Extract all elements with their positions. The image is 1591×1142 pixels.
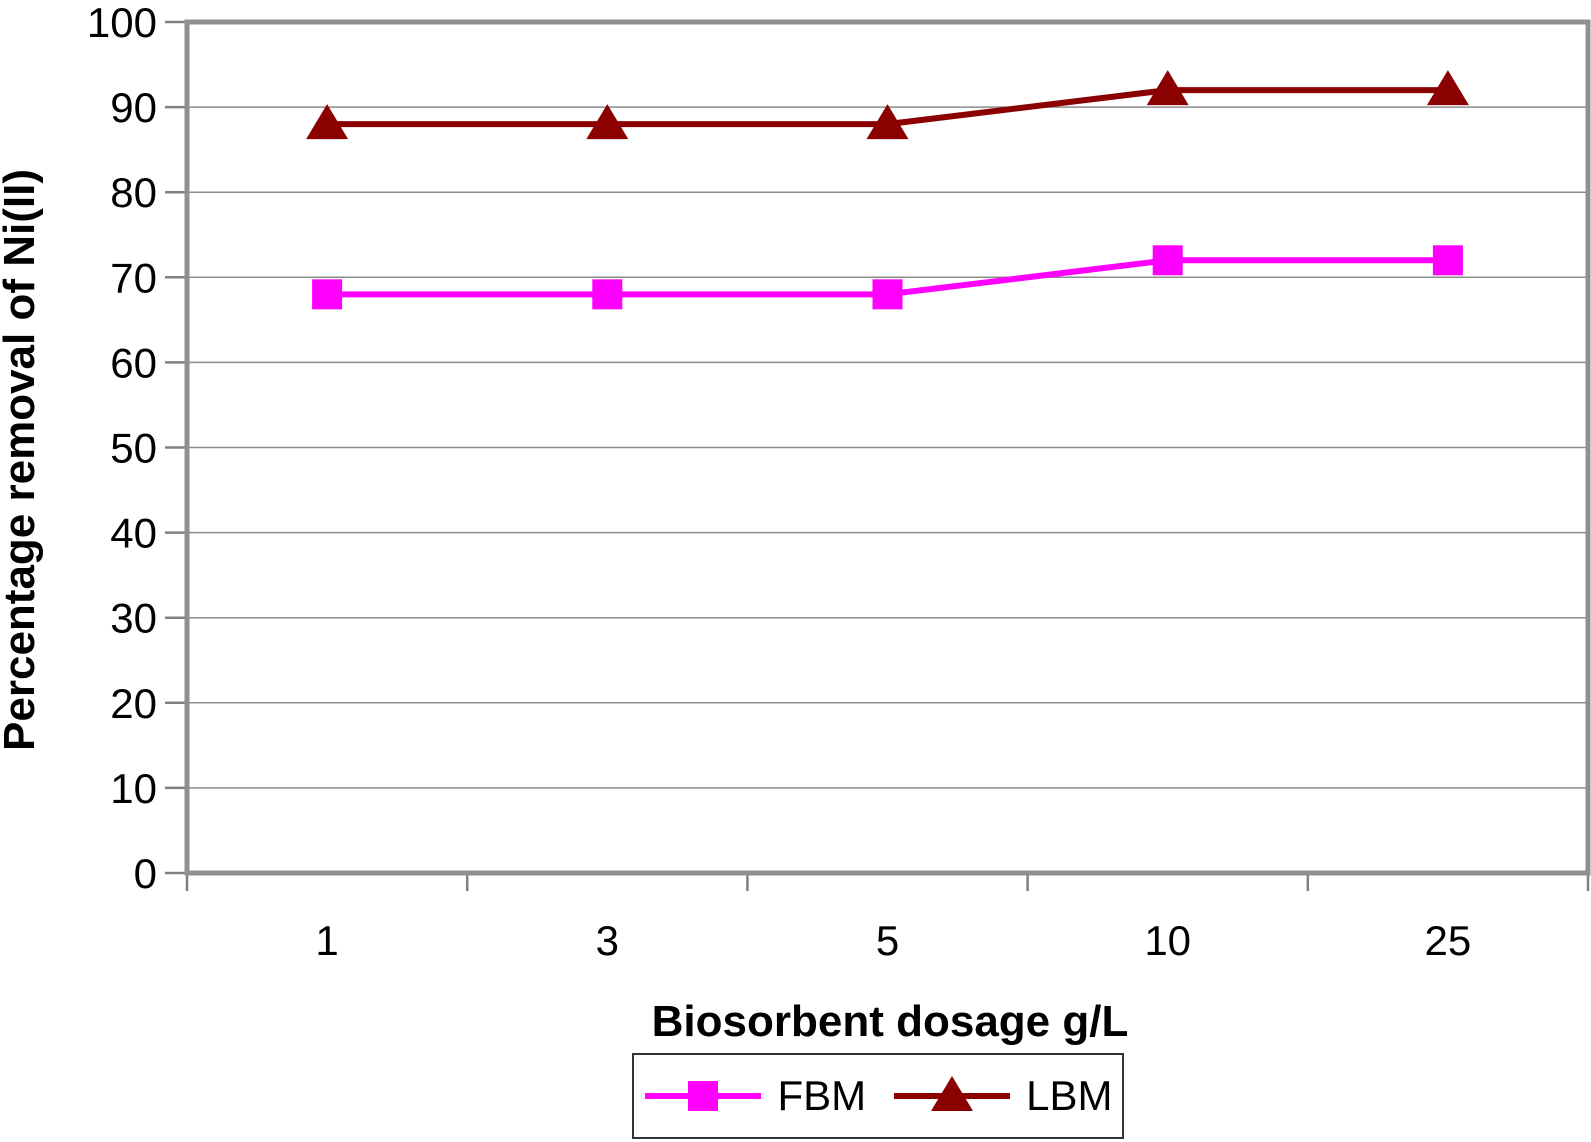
- tick-labels: 0 10 20 30 40 50 60 70 80 90 100 1 3 5 10 25: [87, 0, 1471, 964]
- y-tick-label: 70: [110, 254, 157, 301]
- marker-square-FBM-icon: [1152, 245, 1183, 276]
- legend-item-FBM: FBM: [643, 1074, 866, 1118]
- y-tick-label: 30: [110, 595, 157, 642]
- y-tick-label: 80: [110, 169, 157, 216]
- marker-square-FBM-icon: [1432, 245, 1463, 276]
- gridlines: [187, 21, 1588, 874]
- y-tick-label: 20: [110, 680, 157, 727]
- legend: FBM LBM: [632, 1053, 1124, 1139]
- x-tick-label: 5: [876, 917, 899, 964]
- marker-triangle-LBM-icon: [866, 104, 909, 140]
- axis-ticks: [165, 20, 1590, 891]
- x-axis-title: Biosorbent dosage g/L: [652, 997, 1129, 1046]
- marker-triangle-LBM-icon: [1146, 70, 1189, 106]
- x-tick-label: 25: [1425, 917, 1472, 964]
- y-tick-label: 0: [134, 850, 157, 897]
- y-tick-label: 10: [110, 765, 157, 812]
- legend-triangle-icon: [894, 1076, 1011, 1111]
- y-tick-label: 50: [110, 425, 157, 472]
- marker-triangle-LBM-icon: [306, 104, 349, 140]
- legend-square-icon: [645, 1081, 762, 1111]
- y-axis-title: Percentage removal of Ni(II): [0, 169, 44, 751]
- x-tick-label: 10: [1144, 917, 1191, 964]
- marker-square-FBM-icon: [592, 279, 623, 310]
- marker-triangle-LBM-icon: [586, 104, 629, 140]
- legend-label-FBM: FBM: [777, 1072, 867, 1119]
- legend-item-LBM: LBM: [892, 1072, 1113, 1119]
- legend-label-LBM: LBM: [1026, 1072, 1113, 1119]
- marker-triangle-LBM-icon: [1426, 70, 1469, 106]
- y-tick-label: 100: [87, 0, 157, 46]
- marker-square-FBM-icon: [312, 279, 343, 310]
- series-layer: [306, 70, 1469, 310]
- x-tick-label: 3: [596, 917, 619, 964]
- marker-square-FBM-icon: [872, 279, 903, 310]
- x-tick-label: 1: [315, 917, 338, 964]
- y-tick-label: 60: [110, 339, 157, 386]
- y-tick-label: 40: [110, 510, 157, 557]
- plot-border: [184, 19, 1591, 876]
- y-tick-label: 90: [110, 84, 157, 131]
